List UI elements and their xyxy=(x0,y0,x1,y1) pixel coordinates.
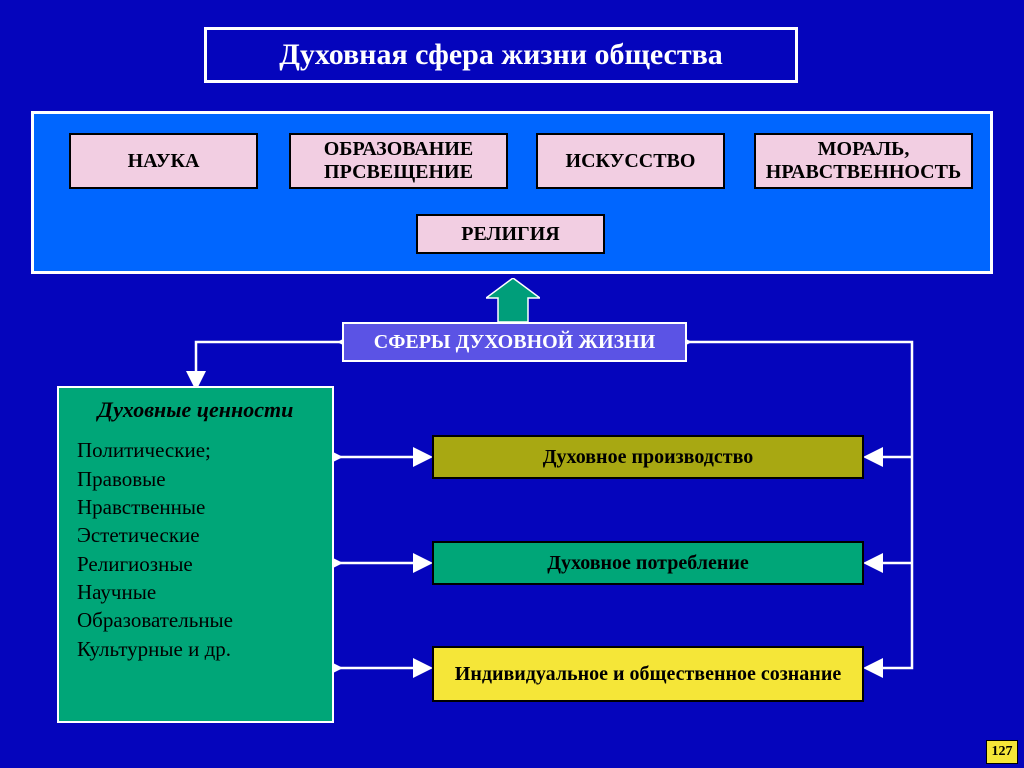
flow-label: Духовное производство xyxy=(543,446,753,468)
values-item: Правовые xyxy=(77,465,314,493)
category-science: НАУКА xyxy=(69,133,258,189)
page-number-badge: 127 xyxy=(986,740,1018,764)
page-number: 127 xyxy=(992,744,1013,760)
values-item: Эстетические xyxy=(77,521,314,549)
center-label: СФЕРЫ ДУХОВНОЙ ЖИЗНИ xyxy=(374,331,656,354)
values-item: Религиозные xyxy=(77,550,314,578)
category-art: ИСКУССТВО xyxy=(536,133,725,189)
category-label: МОРАЛЬ, НРАВСТВЕННОСТЬ xyxy=(760,138,967,184)
flow-consciousness: Индивидуальное и общественное сознание xyxy=(432,646,864,702)
values-title: Духовные ценности xyxy=(77,398,314,422)
flow-production: Духовное производство xyxy=(432,435,864,479)
page-title: Духовная сфера жизни общества xyxy=(279,38,723,72)
values-item: Политические; xyxy=(77,436,314,464)
values-item: Образовательные xyxy=(77,606,314,634)
values-list: Политические; Правовые Нравственные Эсте… xyxy=(77,436,314,663)
flow-consumption: Духовное потребление xyxy=(432,541,864,585)
category-label: РЕЛИГИЯ xyxy=(461,223,559,246)
category-label: ОБРАЗОВАНИЕ ПРСВЕЩЕНИЕ xyxy=(295,138,502,184)
category-label: ИСКУССТВО xyxy=(566,150,696,173)
center-spheres-box: СФЕРЫ ДУХОВНОЙ ЖИЗНИ xyxy=(342,322,687,362)
title-container: Духовная сфера жизни общества xyxy=(204,27,798,83)
category-morality: МОРАЛЬ, НРАВСТВЕННОСТЬ xyxy=(754,133,973,189)
flow-label: Духовное потребление xyxy=(547,552,749,574)
flow-label: Индивидуальное и общественное сознание xyxy=(455,663,841,685)
values-item: Научные xyxy=(77,578,314,606)
category-religion: РЕЛИГИЯ xyxy=(416,214,605,254)
category-label: НАУКА xyxy=(128,150,200,173)
arrow-up-icon xyxy=(486,278,540,322)
values-panel: Духовные ценности Политические; Правовые… xyxy=(57,386,334,723)
category-education: ОБРАЗОВАНИЕ ПРСВЕЩЕНИЕ xyxy=(289,133,508,189)
values-item: Культурные и др. xyxy=(77,635,314,663)
values-item: Нравственные xyxy=(77,493,314,521)
